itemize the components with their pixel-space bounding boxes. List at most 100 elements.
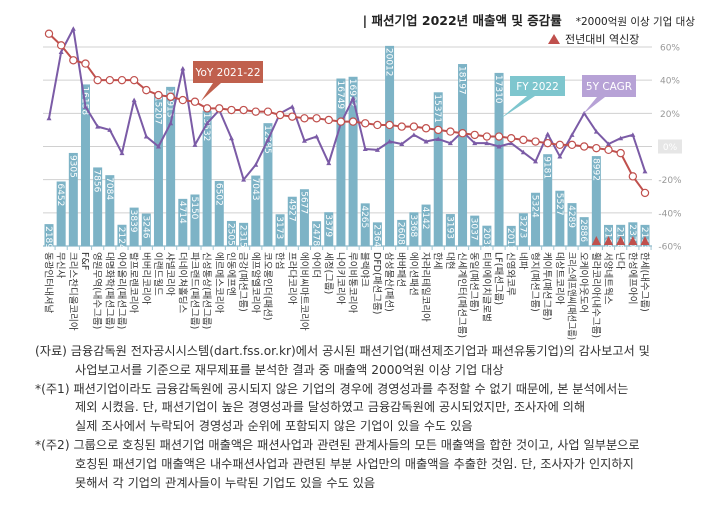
- yoy-point: [592, 143, 601, 153]
- cagr-line: [48, 27, 646, 181]
- x-category-label: 오케이아웃도어: [578, 252, 589, 313]
- yoy-point: [215, 104, 224, 113]
- yoy-point: [56, 41, 66, 50]
- cagr-point: [557, 153, 563, 159]
- bar: [579, 217, 589, 246]
- yoy-point: [312, 114, 321, 123]
- cagr-point: [642, 168, 648, 174]
- cagr-point: [374, 147, 380, 152]
- bar: [226, 220, 236, 246]
- x-category-label: 티비에이치글로벌: [480, 252, 492, 322]
- cagr-point: [46, 115, 52, 121]
- yoy-point: [324, 115, 333, 125]
- yoy-point: [81, 59, 90, 68]
- yoy-point: [409, 122, 419, 131]
- bar-value-label: 2364: [371, 224, 381, 247]
- yoy-point: [44, 29, 54, 38]
- bar-value-label: 2124: [116, 227, 126, 250]
- yoy-point: [336, 117, 346, 126]
- x-category-label: 대명화학(패션그룹): [103, 252, 114, 329]
- yoy-point: [69, 56, 78, 65]
- bar-value-label: 3173: [274, 216, 284, 239]
- cagr-point: [180, 66, 186, 71]
- bar: [385, 45, 395, 246]
- bar-value-label: 5150: [189, 197, 199, 220]
- bar-value-label: 4289: [566, 205, 576, 228]
- cagr-point: [630, 132, 636, 137]
- bar-value-label: 7043: [250, 178, 260, 201]
- yoy-point: [507, 134, 516, 143]
- cagr-callout-label: 5Y CAGR: [586, 81, 632, 93]
- bar-value-label: 18197: [457, 66, 467, 95]
- x-category-label: 더네이쳐홀딩스: [176, 252, 188, 313]
- footnote-source-1: (자료) 금융감독원 전자공시시스템(dart.fss.or.kr)에서 공시된…: [35, 344, 650, 358]
- cagr-point: [618, 135, 624, 141]
- chart-note: *2000억원 이상 기업 대상: [575, 16, 695, 28]
- x-category-label: 세정(그룹): [322, 252, 333, 294]
- bar-value-label: 5324: [530, 195, 540, 218]
- x-category-label: 한세(내수그룹): [639, 252, 650, 312]
- bar-value-label: 2608: [396, 222, 406, 245]
- x-category-label: 형지(패션그룹): [529, 252, 540, 312]
- bar: [555, 190, 565, 246]
- zero-label-box: [658, 139, 682, 154]
- x-category-label: 영원무역(내수그룹): [91, 252, 102, 329]
- bar-value-label: 7856: [92, 169, 102, 192]
- yoy-point: [178, 95, 187, 105]
- yoy-point: [604, 145, 613, 155]
- bar-value-label: 8992: [590, 158, 600, 181]
- y-tick-label: 40%: [660, 77, 680, 87]
- fy-callout: [500, 76, 565, 119]
- legend-decline: 전년대비 역신장: [548, 31, 639, 47]
- bar: [56, 181, 66, 246]
- x-category-label: 나이키코리아: [334, 252, 345, 305]
- bar-value-label: 9305: [67, 155, 77, 178]
- cagr-point: [520, 149, 526, 155]
- cagr-point: [508, 140, 514, 146]
- bar: [263, 123, 273, 246]
- bar: [567, 203, 577, 246]
- x-category-label: 한섬: [274, 252, 285, 269]
- x-category-label: 아이더: [310, 252, 321, 278]
- yoy-point: [227, 105, 236, 115]
- bar: [397, 219, 407, 246]
- yoy-point: [482, 132, 492, 141]
- bar-value-label: 3839: [128, 210, 138, 233]
- yoy-point: [446, 127, 455, 136]
- yoy-point: [519, 135, 528, 145]
- cagr-point: [435, 136, 441, 142]
- bar-value-label: 2031: [481, 228, 491, 251]
- yoy-point: [142, 85, 151, 95]
- x-category-label: 에르메스코리아: [213, 252, 224, 313]
- bar: [202, 110, 212, 247]
- cagr-point: [301, 138, 307, 143]
- bar-value-label: 4927: [286, 199, 296, 222]
- bar-value-label: 2315: [238, 225, 248, 248]
- bar-value-label: 16749: [335, 81, 345, 110]
- yoy-point: [555, 140, 565, 150]
- yoy-point: [93, 75, 102, 85]
- bar: [640, 224, 650, 246]
- x-category-label: 동일(패션그룹): [468, 252, 479, 312]
- bar: [312, 221, 322, 246]
- yoy-point: [117, 75, 127, 85]
- yoy-point: [263, 107, 273, 116]
- x-category-label: 에이션패션: [407, 252, 418, 296]
- y-tick-label: -40%: [658, 209, 682, 219]
- x-category-label: 아이올리(패션그룹): [115, 252, 126, 329]
- cagr-point: [82, 104, 88, 109]
- yoy-callout-label: YoY 2021-22: [194, 67, 260, 79]
- cagr-point: [387, 139, 393, 144]
- bar: [494, 72, 504, 247]
- x-category-label: 파크랜드(패션그룹): [188, 252, 199, 329]
- x-category-label: 루이비통코리아: [347, 252, 358, 313]
- bar: [409, 212, 419, 246]
- cagr-callout: [582, 75, 636, 114]
- bar-value-label: 17310: [493, 75, 503, 104]
- cagr-point: [204, 120, 210, 126]
- yoy-point: [190, 97, 200, 106]
- bar: [482, 225, 492, 246]
- cagr-point: [399, 141, 405, 147]
- yoy-point: [628, 172, 638, 181]
- y-tick-label: 20%: [660, 110, 680, 120]
